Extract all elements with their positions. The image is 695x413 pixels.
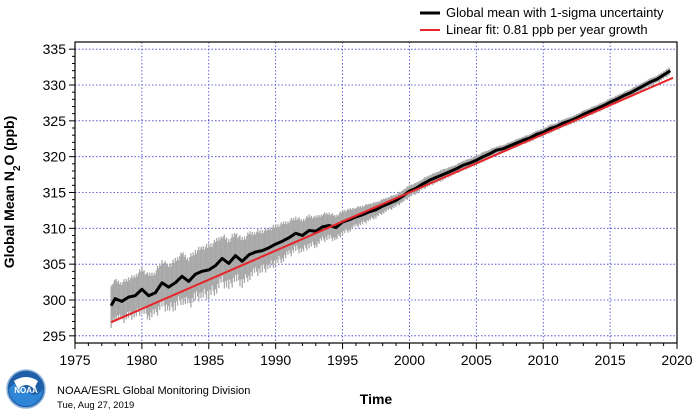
series-line-fit [110,76,674,324]
x-tick-label: 1980 [126,352,157,368]
x-tick-label: 1995 [327,352,358,368]
axis-ticks [69,48,678,349]
y-tick-label: 310 [43,220,67,236]
legend: Global mean with 1-sigma uncertainty Lin… [420,5,664,37]
x-tick-label: 2000 [394,352,425,368]
y-tick-label: 300 [43,292,67,308]
x-axis-title: Time [360,391,393,407]
x-tick-label: 2015 [595,352,626,368]
x-tick-label: 2020 [661,352,692,368]
legend-label-mean: Global mean with 1-sigma uncertainty [446,5,664,20]
y-tick-label: 320 [43,149,67,165]
series-line-mean [109,69,672,307]
credit-date: Tue, Aug 27, 2019 [57,400,135,411]
y-tick-label: 330 [43,77,67,93]
y-tick-label: 325 [43,113,67,129]
series-lines [109,69,674,324]
y-tick-labels: 295 300 305 310 315 320 325 330 335 [43,41,67,344]
y-tick-label: 305 [43,256,67,272]
y-axis-title: Global Mean N2O (ppb) [1,116,23,269]
uncertainty-band [110,67,670,328]
credit-organization: NOAA/ESRL Global Monitoring Division [57,385,251,397]
y-tick-label: 295 [43,328,67,344]
x-tick-label: 2010 [528,352,559,368]
x-tick-labels: 1975 1980 1985 1990 1995 2000 2005 2010 2015 2020 [59,352,692,368]
x-tick-label: 1990 [260,352,291,368]
svg-text:NOAA: NOAA [14,386,38,395]
y-tick-label: 335 [43,41,67,57]
legend-label-fit: Linear fit: 0.81 ppb per year growth [446,22,648,37]
x-tick-label: 1985 [193,352,224,368]
noaa-logo: NOAA [6,369,46,409]
x-tick-label: 1975 [59,352,90,368]
y-tick-label: 315 [43,185,67,201]
x-tick-label: 2005 [461,352,492,368]
